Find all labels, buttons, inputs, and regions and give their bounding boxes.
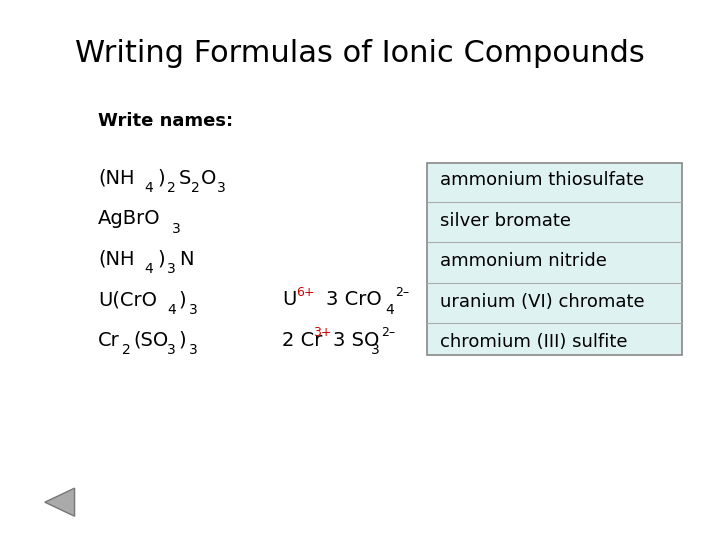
Text: 4: 4	[167, 303, 176, 317]
Text: 3: 3	[189, 343, 197, 357]
Text: chromium (III) sulfite: chromium (III) sulfite	[440, 333, 628, 352]
Text: 3: 3	[167, 262, 176, 276]
Text: AgBrO: AgBrO	[98, 209, 161, 228]
Text: ammonium nitride: ammonium nitride	[440, 252, 607, 271]
Text: U(CrO: U(CrO	[98, 290, 157, 309]
Polygon shape	[45, 488, 75, 516]
Text: 4: 4	[145, 181, 153, 195]
Text: S: S	[179, 168, 191, 187]
Text: 3 CrO: 3 CrO	[326, 290, 382, 309]
Text: (SO: (SO	[133, 330, 168, 349]
Text: 3 SO: 3 SO	[333, 330, 379, 349]
Text: ammonium thiosulfate: ammonium thiosulfate	[440, 171, 644, 190]
Text: (NH: (NH	[98, 249, 135, 268]
Text: silver bromate: silver bromate	[440, 212, 571, 230]
Text: 3: 3	[167, 343, 176, 357]
Text: 3: 3	[189, 303, 197, 317]
Text: 2–: 2–	[395, 286, 410, 299]
Text: O: O	[202, 168, 217, 187]
Text: Write names:: Write names:	[98, 112, 233, 131]
Text: ): )	[158, 249, 165, 268]
Text: 6+: 6+	[296, 286, 315, 299]
Text: uranium (VI) chromate: uranium (VI) chromate	[440, 293, 644, 311]
Text: 3+: 3+	[313, 326, 332, 340]
FancyBboxPatch shape	[427, 163, 683, 355]
Text: ): )	[158, 168, 165, 187]
Text: 3: 3	[172, 222, 181, 236]
Text: 3: 3	[372, 343, 380, 357]
Text: 2 Cr: 2 Cr	[282, 330, 323, 349]
Text: ): )	[179, 330, 186, 349]
Text: 4: 4	[145, 262, 153, 276]
Text: 2–: 2–	[382, 326, 395, 340]
Text: 3: 3	[217, 181, 225, 195]
Text: U: U	[282, 290, 297, 309]
Text: 2: 2	[192, 181, 200, 195]
Text: ): )	[179, 290, 186, 309]
Text: 4: 4	[385, 303, 395, 317]
Text: Cr: Cr	[98, 330, 120, 349]
Text: 2: 2	[167, 181, 176, 195]
Text: Writing Formulas of Ionic Compounds: Writing Formulas of Ionic Compounds	[75, 39, 645, 69]
Text: 2: 2	[122, 343, 131, 357]
Text: (NH: (NH	[98, 168, 135, 187]
Text: N: N	[179, 249, 193, 268]
